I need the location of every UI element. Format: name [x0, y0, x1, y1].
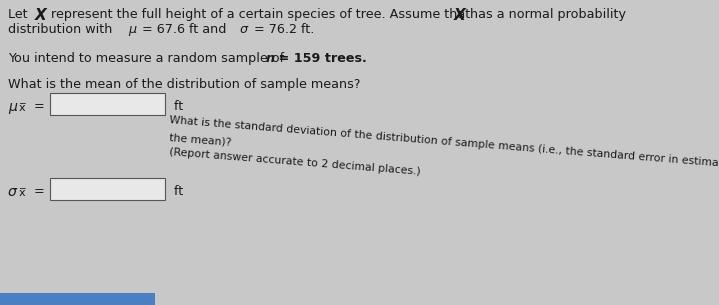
- Text: μ: μ: [8, 100, 17, 114]
- Text: = 76.2 ft.: = 76.2 ft.: [250, 23, 314, 36]
- Text: n: n: [266, 52, 275, 65]
- Text: =: =: [30, 185, 45, 198]
- Text: = 159 trees.: = 159 trees.: [274, 52, 367, 65]
- Text: ft: ft: [170, 185, 183, 198]
- Bar: [0, 293, 155, 305]
- Text: X: X: [35, 8, 47, 23]
- Text: has a normal probability: has a normal probability: [466, 8, 626, 21]
- Text: x̅: x̅: [19, 103, 26, 113]
- Text: the mean)?: the mean)?: [169, 133, 232, 148]
- Text: =: =: [30, 100, 45, 113]
- Text: Let: Let: [8, 8, 32, 21]
- Text: σ: σ: [240, 23, 248, 36]
- Bar: [50, 93, 165, 115]
- Text: You intend to measure a random sample of: You intend to measure a random sample of: [8, 52, 288, 65]
- Text: μ: μ: [128, 23, 136, 36]
- Text: = 67.6 ft and: = 67.6 ft and: [138, 23, 230, 36]
- Text: represent the full height of a certain species of tree. Assume that: represent the full height of a certain s…: [47, 8, 475, 21]
- Text: What is the mean of the distribution of sample means?: What is the mean of the distribution of …: [8, 78, 360, 91]
- Text: What is the standard deviation of the distribution of sample means (i.e., the st: What is the standard deviation of the di…: [169, 115, 719, 170]
- Bar: [50, 178, 165, 200]
- Text: distribution with: distribution with: [8, 23, 116, 36]
- Text: (Report answer accurate to 2 decimal places.): (Report answer accurate to 2 decimal pla…: [169, 147, 421, 177]
- Text: σ: σ: [8, 185, 17, 199]
- Text: x̅: x̅: [19, 188, 26, 198]
- Text: X: X: [454, 8, 466, 23]
- Text: ft: ft: [170, 100, 183, 113]
